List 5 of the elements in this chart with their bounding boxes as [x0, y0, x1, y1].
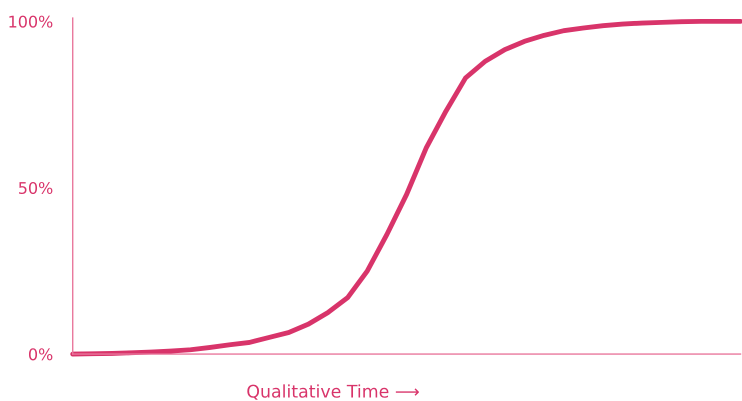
x-axis-title: Qualitative Time ⟶: [247, 384, 419, 400]
y-tick-label: 0%: [28, 348, 52, 360]
line-series: [70, 18, 742, 357]
y-tick-label: 50%: [19, 182, 52, 194]
y-tick-label: 100%: [9, 16, 52, 28]
